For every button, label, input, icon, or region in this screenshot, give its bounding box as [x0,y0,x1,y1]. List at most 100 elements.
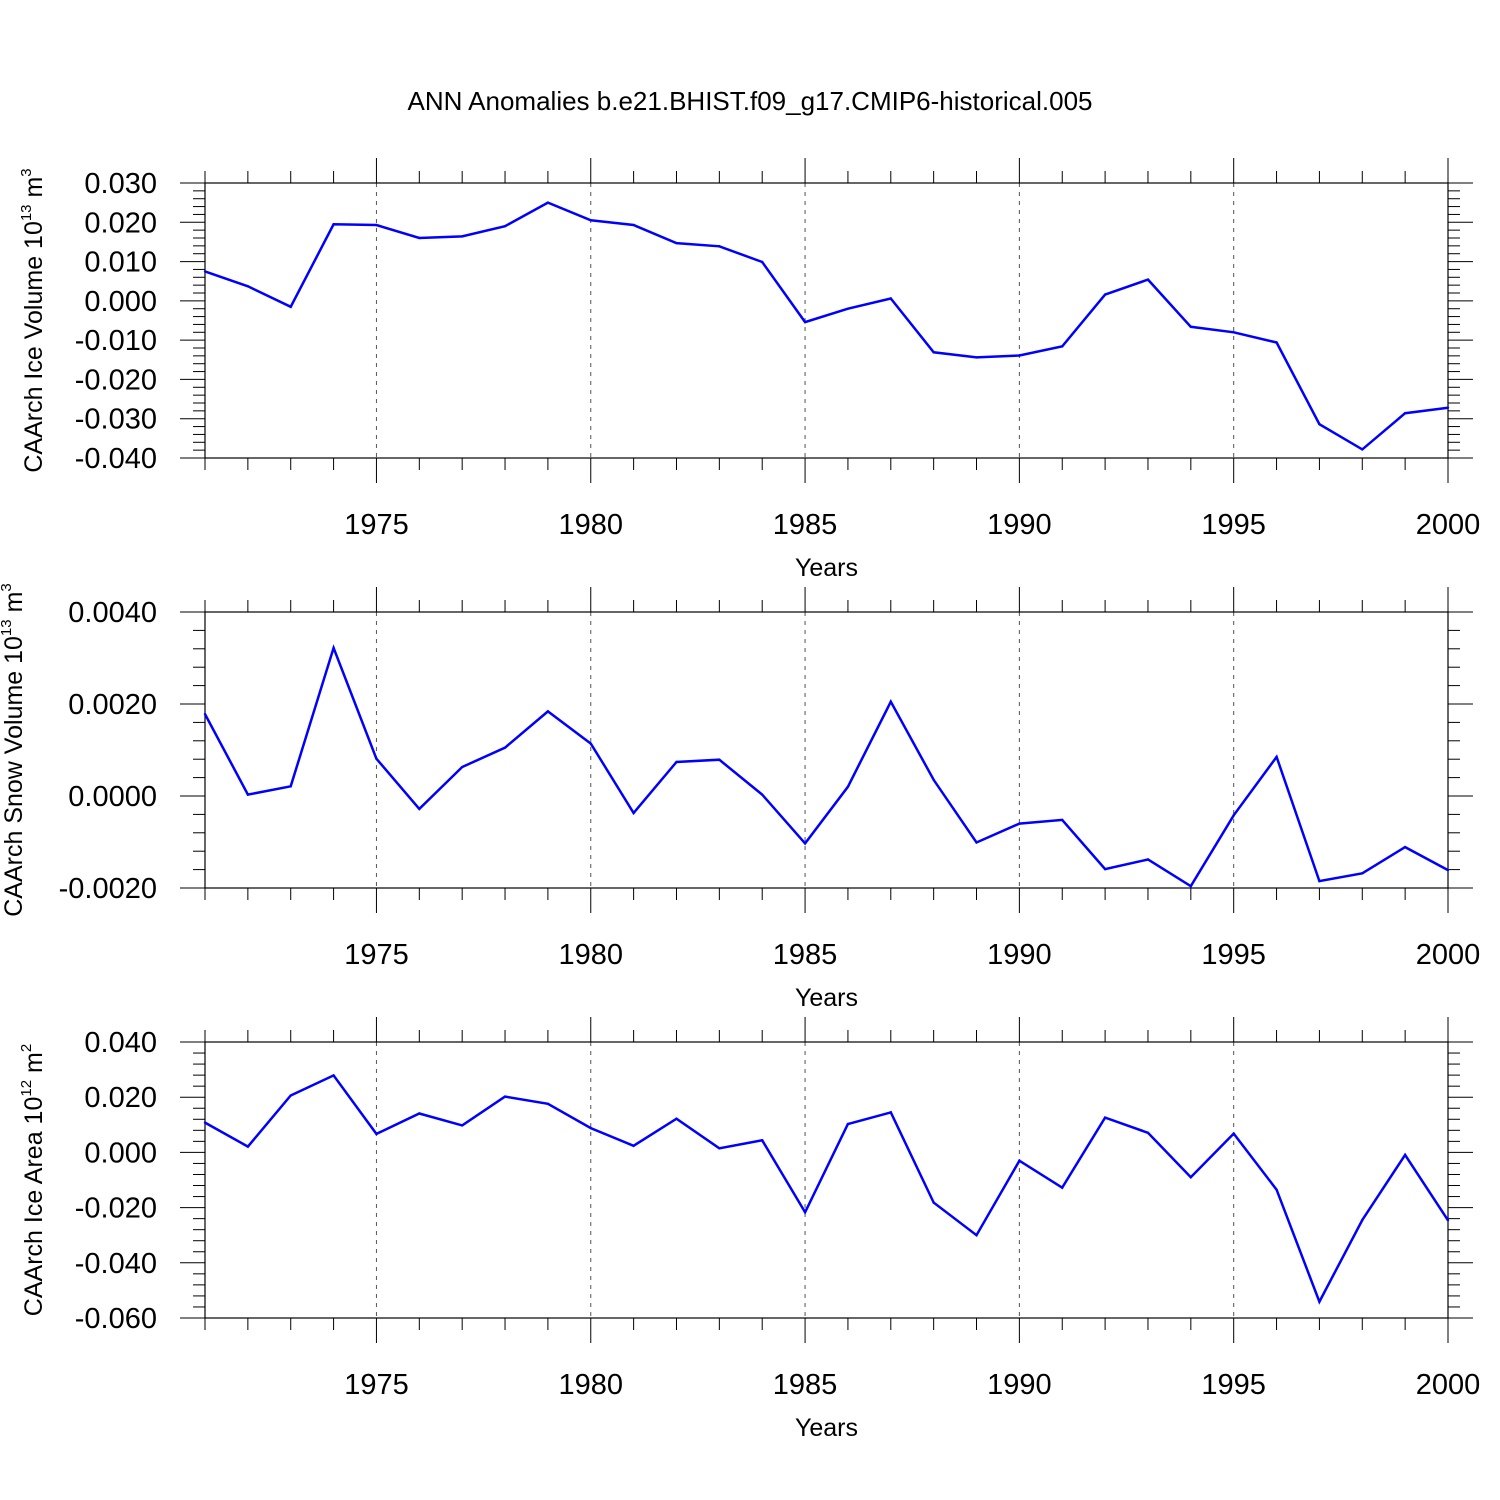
data-point [1061,345,1064,348]
y-tick-label: 0.0040 [68,597,157,629]
data-point [932,778,935,782]
x-tick-label: 1975 [344,1369,409,1401]
y-tick-label: -0.0020 [59,873,157,905]
y-axis-label-superscript: 3 [0,583,15,591]
data-point [761,260,764,264]
x-tick-label: 2000 [1416,939,1481,971]
data-point [632,1144,635,1147]
y-axis-label-part: m [20,1052,48,1080]
x-tick-label: 1985 [773,1369,838,1401]
data-point [460,1124,464,1127]
data-point [761,1139,764,1142]
data-point [1146,858,1150,861]
data-point [1232,1132,1235,1135]
data-point [503,746,507,749]
data-point [1275,1188,1278,1191]
data-point [1146,278,1150,281]
data-point [1403,1153,1407,1157]
y-tick-label: 0.020 [84,207,157,239]
data-point [975,841,978,844]
data-point [718,1147,721,1150]
data-point [975,1234,978,1237]
chart-panel-2: 0.0040 0.0020 0.0000 -0.0020 1975 1980 1985 199… [0,583,1480,1012]
data-point [375,1132,378,1136]
data-point [632,223,635,227]
series-line [203,644,1449,888]
data-point [589,742,592,745]
data-point [1103,867,1107,871]
data-point [846,307,850,310]
data-point [203,712,207,716]
y-tick-label: -0.030 [75,404,157,436]
data-point [1446,406,1450,409]
data-point [803,1211,807,1214]
x-tick-label: 1975 [344,939,409,971]
y-tick-label: 0.010 [84,247,157,279]
data-point [889,700,892,703]
x-axis-label: Years [795,1414,858,1442]
data-point [1103,293,1107,296]
x-tick-label: 1990 [987,939,1052,971]
data-point [1318,879,1321,883]
y-axis-label-superscript: 12 [18,1080,35,1097]
data-point [932,351,935,354]
data-point [803,842,807,845]
data-point [203,1121,207,1124]
y-tick-label: 0.040 [84,1027,157,1059]
data-point [418,1112,421,1115]
data-point [975,356,978,359]
data-point [589,219,592,222]
panels: 0.030 0.020 0.010 0.000 -0.010 -0.020 -0.030 -0… [0,158,1480,1442]
data-point [1232,814,1235,817]
data-point [718,245,721,248]
data-point [289,1094,292,1097]
x-axis-label: Years [795,554,858,582]
y-axis-label-superscript: 13 [18,204,35,221]
data-point [1146,1131,1150,1135]
x-axis-label: Years [795,984,858,1012]
series-line [204,1073,1450,1305]
y-axis-label-superscript: 13 [0,619,15,636]
x-tick-label: 1990 [987,1369,1052,1401]
data-point [1361,448,1364,451]
data-point [1318,1300,1321,1303]
data-point [1018,354,1021,357]
data-point [846,785,850,788]
y-tick-label: -0.040 [75,1248,157,1280]
data-point [203,270,207,273]
y-axis-label-part: CAArch Snow Volume 10 [0,636,28,917]
y-tick-label: 0.000 [84,286,157,318]
data-point [546,201,550,204]
x-tick-label: 1995 [1201,939,1266,971]
data-point [1318,423,1321,426]
x-tick-label: 2000 [1416,509,1481,541]
data-point [1446,868,1450,872]
data-point [246,1145,250,1148]
y-axis-label: CAArch Ice Volume 1013 m3 [18,168,48,472]
data-point [546,710,550,713]
data-point [1403,412,1407,415]
x-tick-label: 1985 [773,509,838,541]
data-point [503,1095,507,1098]
data-point [375,757,378,760]
data-point [460,235,464,238]
data-point [932,1201,935,1204]
data-point [675,1117,678,1120]
series-line [204,201,1449,451]
y-tick-label: -0.040 [75,443,157,475]
x-tick-label: 1990 [987,509,1052,541]
data-point [1446,1219,1450,1222]
figure-title: ANN Anomalies b.e21.BHIST.f09_g17.CMIP6-… [407,86,1092,116]
data-point [1403,845,1407,849]
y-tick-label: 0.030 [84,168,157,200]
data-point [589,1126,592,1130]
data-point [1018,1159,1021,1162]
data-point [1061,818,1064,822]
chart-panel-1: 0.030 0.020 0.010 0.000 -0.010 -0.020 -0.030 -0… [18,158,1480,582]
plot-frame [204,182,1449,459]
y-axis-label: CAArch Snow Volume 1013 m3 [0,583,28,917]
y-tick-label: 0.0020 [68,689,157,721]
data-point [375,223,378,227]
data-point [1018,822,1021,825]
y-tick-label: -0.010 [75,325,157,357]
